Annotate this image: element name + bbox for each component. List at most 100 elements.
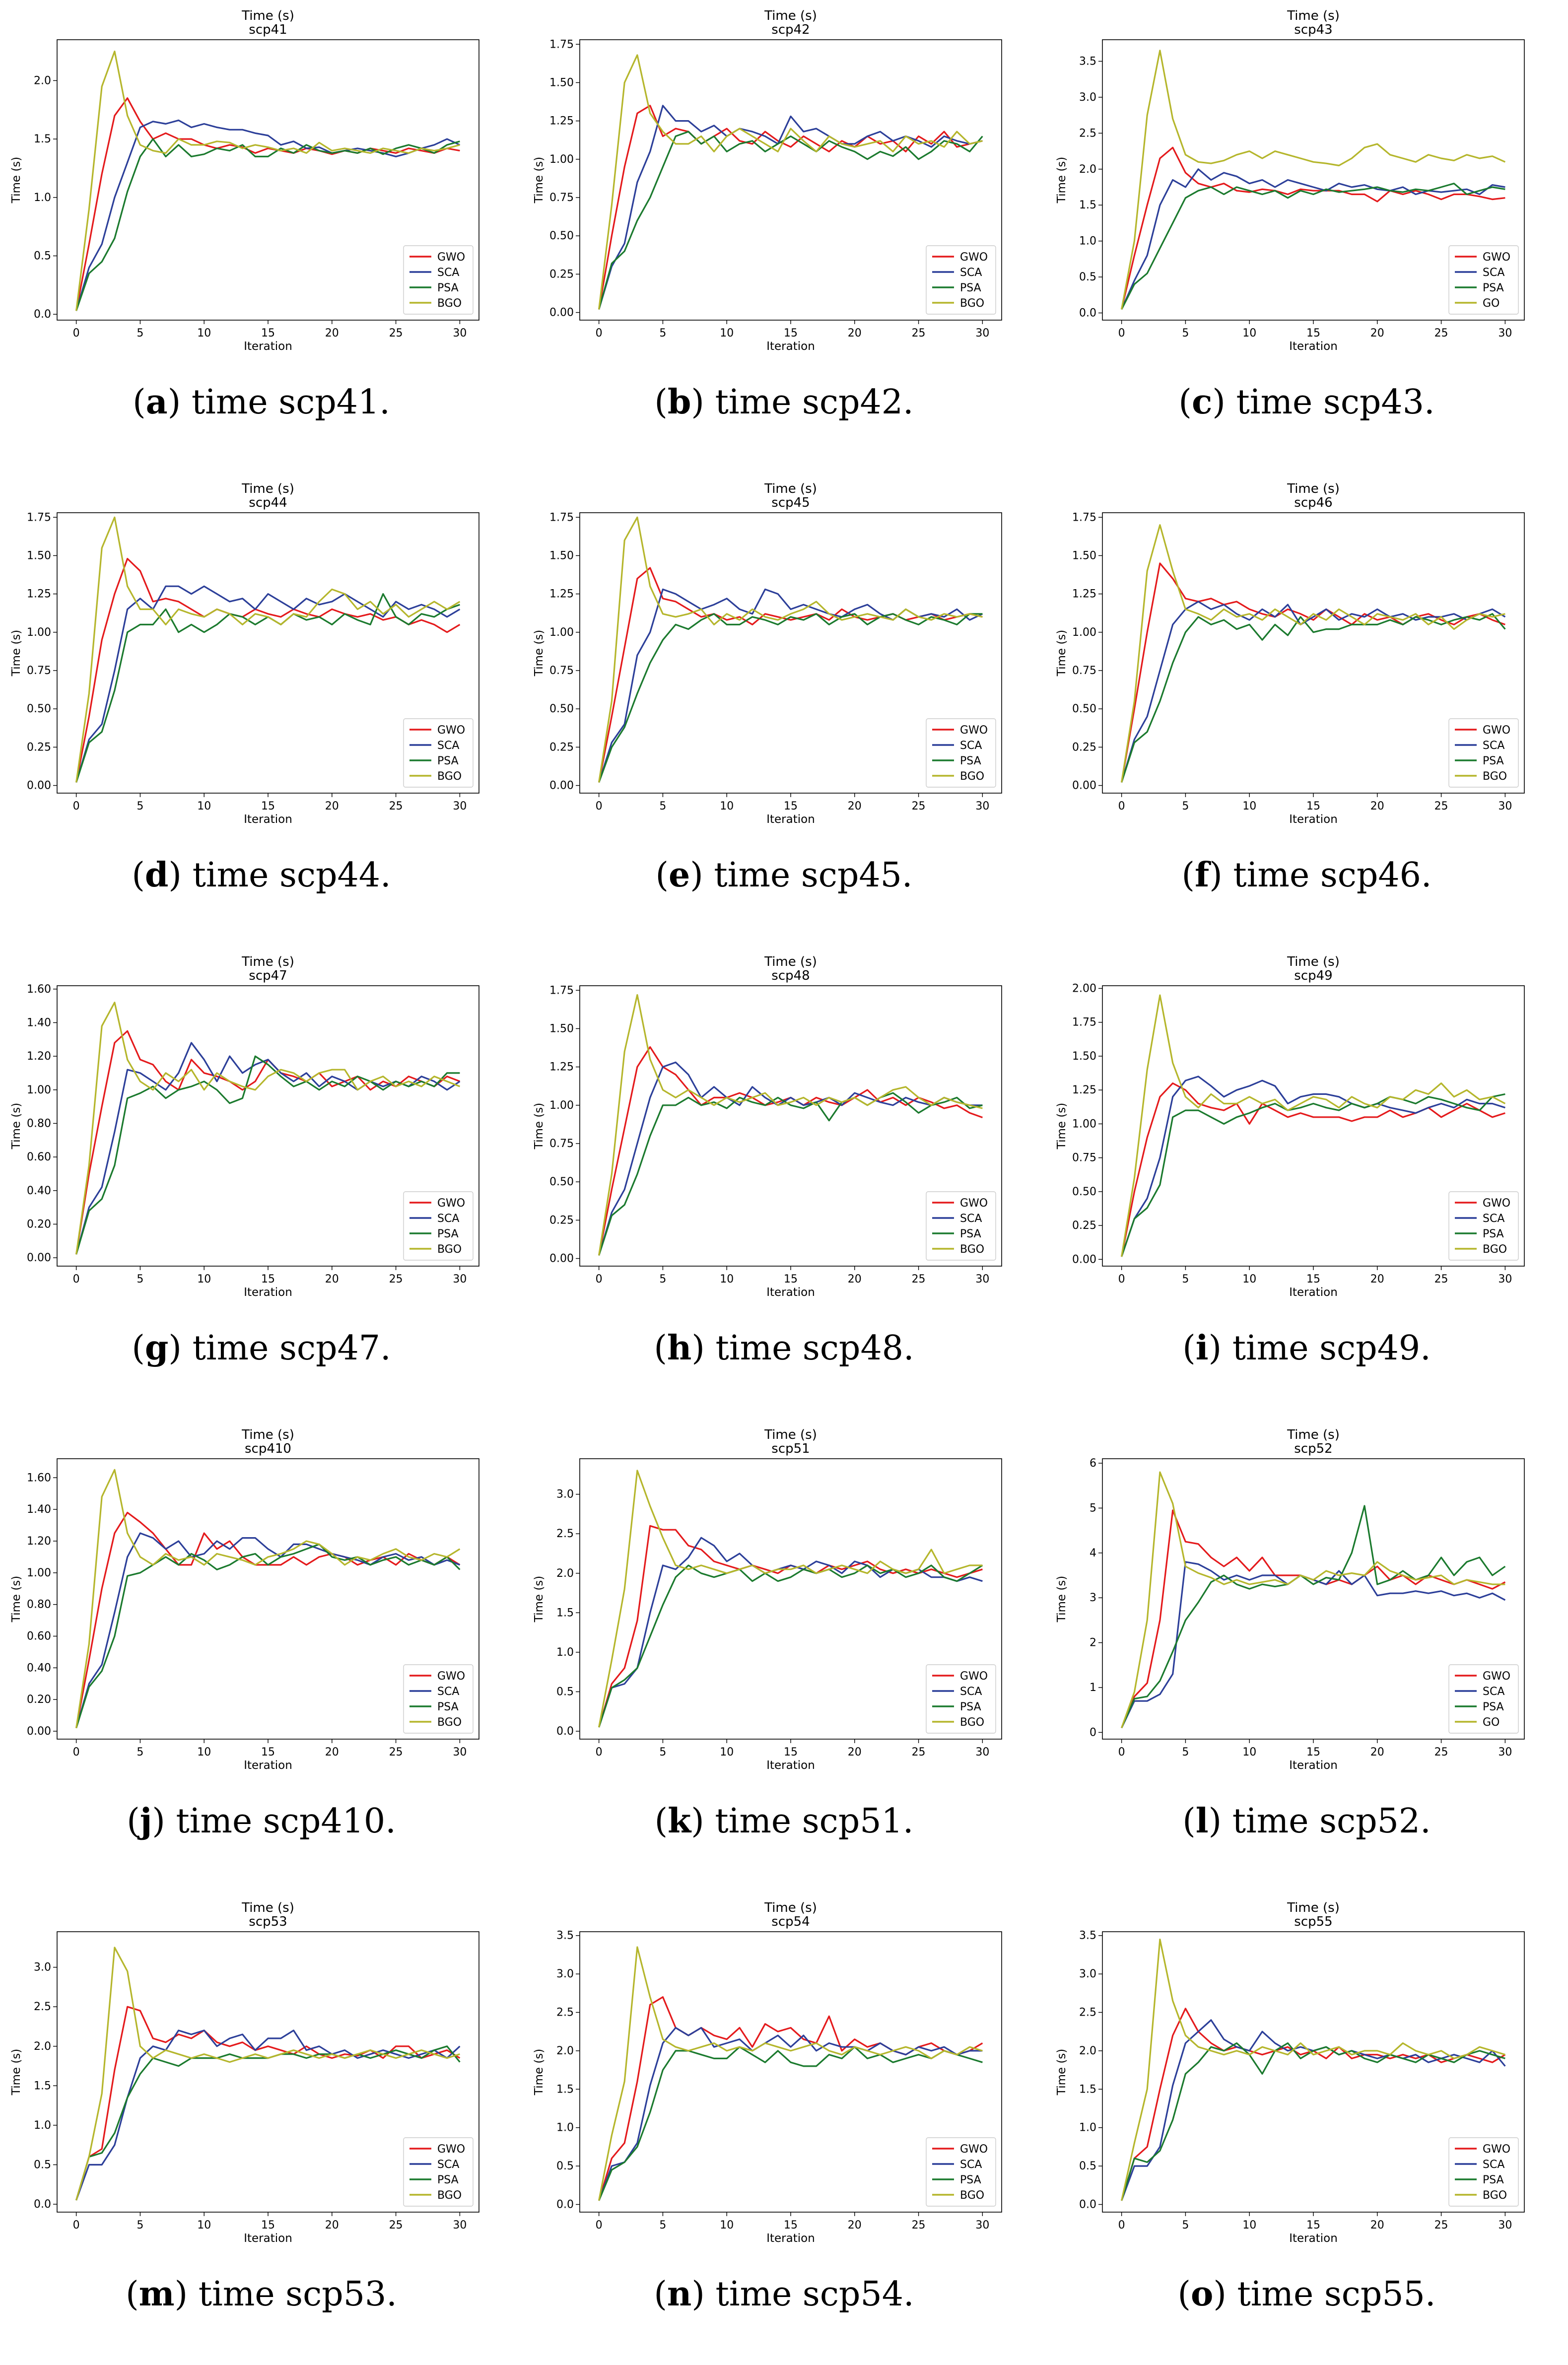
x-tick-label: 10 xyxy=(720,1273,734,1285)
x-tick-label: 30 xyxy=(1498,327,1512,339)
y-tick-label: 1.5 xyxy=(1079,199,1096,211)
x-tick-label: 0 xyxy=(73,800,80,812)
line-chart-f: Time (s)scp460.000.250.500.751.001.251.5… xyxy=(1055,481,1525,826)
x-tick-label: 30 xyxy=(1498,2219,1512,2231)
x-tick-label: 5 xyxy=(136,327,143,339)
subfigure-caption: (l) time scp52. xyxy=(1182,1801,1431,1841)
y-tick-label: 0.75 xyxy=(549,192,574,204)
x-axis-label: Iteration xyxy=(244,340,292,353)
chart-title: Time (s) xyxy=(241,954,294,969)
x-tick-label: 30 xyxy=(1498,1746,1512,1758)
y-tick-label: 1.00 xyxy=(1072,626,1096,639)
legend-label-sca: SCA xyxy=(1483,740,1504,752)
y-tick-label: 0.25 xyxy=(549,741,574,753)
x-tick-label: 25 xyxy=(1434,1273,1448,1285)
x-tick-label: 15 xyxy=(1306,327,1320,339)
y-tick-label: 2.0 xyxy=(1079,2045,1096,2057)
x-tick-label: 15 xyxy=(784,1746,798,1758)
series-line-psa xyxy=(1121,613,1506,783)
series-line-sca xyxy=(598,1537,983,1728)
y-tick-label: 2.0 xyxy=(34,2040,51,2053)
x-tick-label: 30 xyxy=(453,2219,467,2231)
chart-panel-e: Time (s) scp45 0.00 0.25 0.50 0.75 1.00 1.25 1.5… xyxy=(523,473,1045,946)
x-axis-label: Iteration xyxy=(1289,2232,1338,2245)
y-tick-label: 1.75 xyxy=(27,511,51,524)
x-tick-label: 10 xyxy=(1242,800,1256,812)
series-line-gwo xyxy=(75,558,461,783)
y-tick-label: 1.5 xyxy=(34,2080,51,2092)
series-line-psa xyxy=(598,613,983,783)
y-axis-label: Time (s) xyxy=(1055,2049,1068,2096)
legend-label-gwo: GWO xyxy=(437,1197,465,1210)
y-tick-label: 0.00 xyxy=(27,780,51,792)
x-tick-label: 30 xyxy=(1498,1273,1512,1285)
legend-label-gwo: GWO xyxy=(960,724,988,737)
legend-label-bgo: BGO xyxy=(437,1243,462,1256)
chart-panel-n: Time (s) scp54 0.0 0.5 1.0 1.5 2.0 2.5 3.0 3.5 0 5 1… xyxy=(523,1892,1045,2365)
chart-title: Time (s) xyxy=(241,1427,294,1442)
chart-panel-g: Time (s) scp47 0.00 0.20 0.40 0.60 0.80 1.00 1.2… xyxy=(0,946,523,1419)
x-tick-label: 0 xyxy=(1118,1273,1125,1285)
legend-label-psa: PSA xyxy=(960,1228,981,1240)
y-tick-label: 0.00 xyxy=(1072,780,1096,792)
x-axis-label: Iteration xyxy=(1289,813,1338,826)
series-line-psa xyxy=(1121,1505,1506,1729)
x-tick-label: 0 xyxy=(1118,800,1125,812)
y-tick-label: 1.50 xyxy=(549,549,574,562)
y-tick-label: 0.75 xyxy=(1072,1152,1096,1164)
legend-box xyxy=(1448,2137,1519,2207)
legend-label-gwo: GWO xyxy=(1483,251,1510,264)
caption-text: time scp49. xyxy=(1222,1329,1431,1368)
series-line-bgo xyxy=(75,50,460,311)
x-tick-label: 15 xyxy=(1306,800,1320,812)
x-tick-label: 25 xyxy=(389,1273,403,1285)
y-tick-label: 1.25 xyxy=(27,588,51,601)
chart-panel-j: Time (s) scp410 0.00 0.20 0.40 0.60 0.80 1.00 1.… xyxy=(0,1419,523,1892)
x-tick-label: 10 xyxy=(1242,2219,1256,2231)
legend-label-gwo: GWO xyxy=(437,2143,465,2156)
caption-text: time scp53. xyxy=(188,2275,397,2314)
chart-subtitle: scp54 xyxy=(771,1914,810,1929)
legend-box xyxy=(926,1191,996,1261)
y-tick-label: 0.0 xyxy=(1079,2199,1096,2211)
chart-title: Time (s) xyxy=(764,954,817,969)
line-chart-g: Time (s)scp470.000.200.400.600.801.001.2… xyxy=(10,954,479,1299)
chart-panel-l: Time (s) scp52 0 1 2 3 4 5 6 0 5 10 15 20 25 30 Iteratio… xyxy=(1045,1419,1568,1892)
legend-label-go: GO xyxy=(1483,1716,1500,1729)
x-tick-label: 0 xyxy=(596,800,603,812)
line-chart-a: Time (s)scp410.00.51.01.52.00 5 10 15 20 25 30… xyxy=(10,8,479,353)
series-line-psa xyxy=(1121,183,1505,310)
y-tick-label: 1.50 xyxy=(27,549,51,562)
y-tick-label: 1.75 xyxy=(549,984,574,997)
y-tick-label: 0.00 xyxy=(549,780,574,792)
x-tick-label: 10 xyxy=(197,2219,211,2231)
subfigure-caption: (c) time scp43. xyxy=(1178,382,1435,422)
series-line-sca xyxy=(598,2027,983,2201)
y-tick-label: 1.0 xyxy=(556,1646,574,1659)
x-tick-label: 20 xyxy=(325,327,339,339)
legend-label-sca: SCA xyxy=(960,740,982,752)
caption-text: time scp51. xyxy=(704,1802,914,1841)
x-tick-label: 0 xyxy=(596,2219,603,2231)
caption-text: time scp42. xyxy=(704,383,914,422)
x-tick-label: 5 xyxy=(1182,2219,1189,2231)
caption-text: time scp46. xyxy=(1222,856,1432,895)
chart-subtitle: scp41 xyxy=(249,22,287,37)
subfigure-caption: (a) time scp41. xyxy=(133,382,390,422)
x-tick-label: 10 xyxy=(720,2219,734,2231)
y-tick-label: 2.0 xyxy=(34,74,51,87)
subfigure-caption: (d) time scp44. xyxy=(132,855,391,895)
y-tick-label: 2.0 xyxy=(556,1567,574,1580)
y-tick-label: 1.60 xyxy=(27,1472,51,1484)
subfigure-caption: (h) time scp48. xyxy=(654,1328,914,1368)
x-tick-label: 5 xyxy=(136,2219,143,2231)
series-line-gwo xyxy=(1121,146,1505,310)
legend-box xyxy=(926,2137,996,2207)
x-tick-label: 5 xyxy=(136,1273,143,1285)
x-tick-label: 20 xyxy=(848,800,862,812)
legend-label-sca: SCA xyxy=(437,740,459,752)
y-tick-label: 3.0 xyxy=(1079,1968,1096,1980)
legend-label-bgo: BGO xyxy=(960,770,984,783)
